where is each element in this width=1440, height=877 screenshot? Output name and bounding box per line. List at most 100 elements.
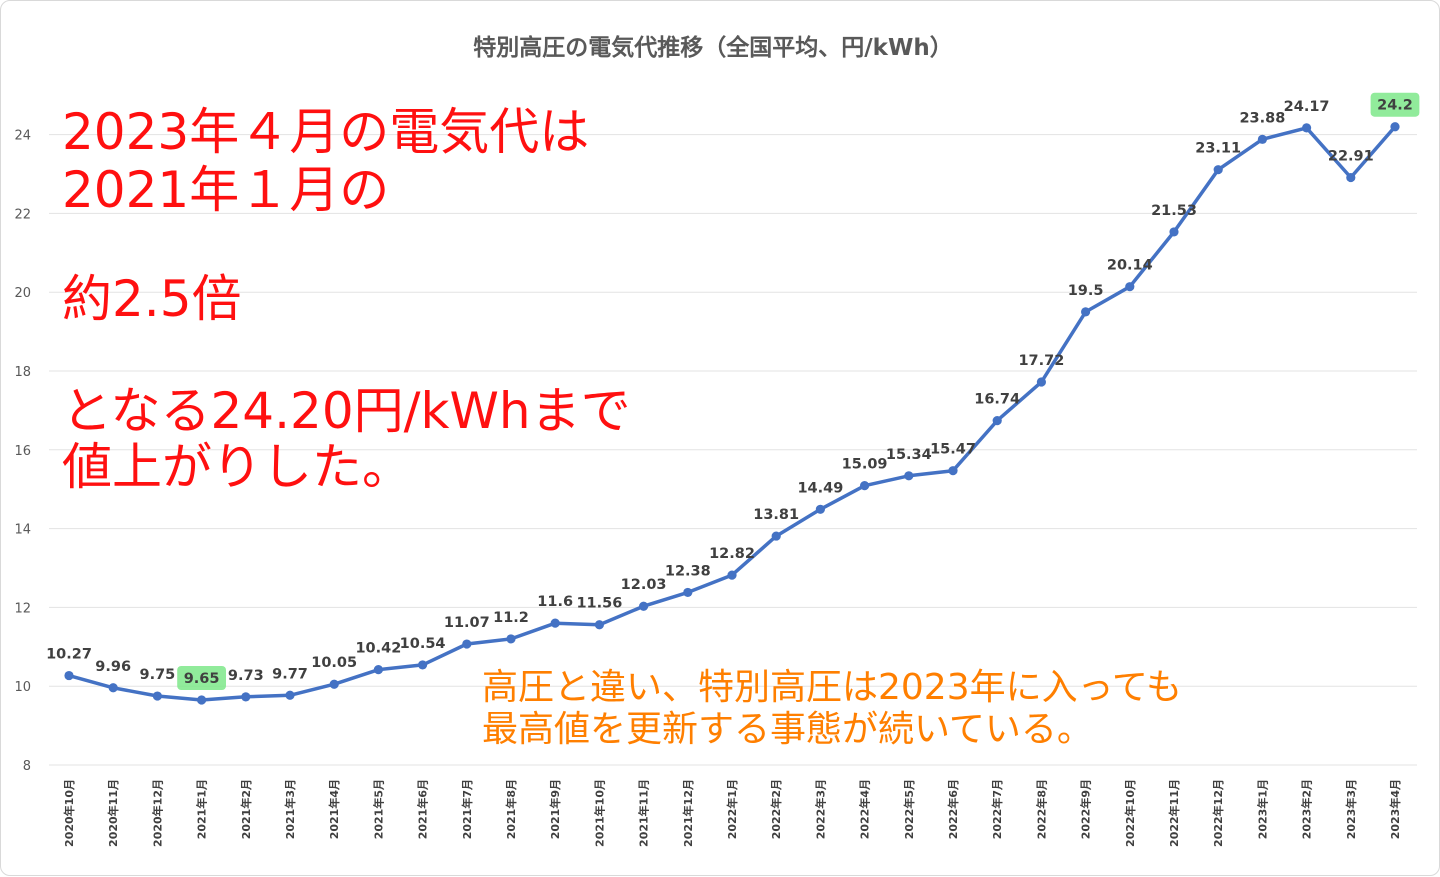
label-highlights: [177, 92, 1420, 690]
data-label: 23.11: [1195, 141, 1241, 157]
data-point: [683, 587, 693, 598]
data-label: 12.03: [621, 577, 667, 593]
x-tick-label: 2021年10月: [592, 779, 606, 847]
x-tick-label: 2023年4月: [1388, 779, 1402, 839]
data-point: [771, 531, 781, 541]
x-tick-label: 2021年9月: [548, 779, 562, 839]
annotation-orange-line-1: 高圧と違い、特別高圧は2023年に入っても: [482, 667, 1183, 708]
data-point: [241, 692, 251, 702]
y-tick-label: 16: [14, 444, 31, 459]
data-label: 16.74: [974, 392, 1020, 408]
y-tick-label: 18: [14, 365, 31, 380]
x-tick-label: 2022年4月: [858, 779, 872, 839]
data-point: [948, 466, 958, 476]
x-tick-label: 2023年1月: [1255, 779, 1269, 839]
data-point: [418, 660, 428, 670]
data-point: [506, 634, 516, 644]
data-point: [992, 416, 1002, 426]
data-label: 9.65: [184, 671, 220, 687]
data-point: [462, 639, 472, 649]
data-label: 9.75: [140, 667, 176, 683]
x-tick-label: 2022年8月: [1034, 779, 1048, 839]
gridlines: [49, 134, 1417, 766]
data-label: 11.56: [576, 596, 622, 612]
x-tick-label: 2022年3月: [813, 779, 827, 839]
chart-title: 特別高圧の電気代推移（全国平均、円/kWh）: [473, 34, 952, 61]
data-point: [1257, 134, 1267, 144]
annotation-red-line-5: 値上がりした。: [62, 438, 412, 496]
data-label: 24.2: [1377, 98, 1413, 114]
data-point: [1302, 123, 1312, 133]
data-point: [904, 471, 914, 481]
data-label: 11.2: [493, 610, 529, 626]
data-label: 12.38: [665, 563, 711, 579]
x-tick-label: 2021年7月: [460, 779, 474, 839]
y-tick-label: 22: [14, 207, 31, 222]
x-tick-label: 2021年4月: [327, 779, 341, 839]
data-label: 9.77: [272, 666, 308, 682]
x-axis-ticks: 2020年10月 2020年11月 2020年12月 2021年1月 2021年2月 20…: [62, 779, 1402, 847]
data-points: [64, 122, 1400, 705]
data-point: [285, 690, 295, 700]
data-point: [152, 691, 162, 701]
data-point: [727, 570, 737, 580]
y-tick-label: 14: [14, 523, 31, 538]
data-point: [860, 481, 870, 491]
x-tick-label: 2021年3月: [283, 779, 297, 839]
data-point: [64, 670, 74, 681]
data-label: 20.14: [1107, 258, 1153, 274]
data-label: 21.53: [1151, 203, 1197, 219]
data-label-highlight: [1370, 92, 1420, 117]
x-tick-label: 2020年12月: [150, 779, 164, 847]
annotation-red-line-4: となる24.20円/kWhまで: [62, 382, 631, 440]
data-point: [639, 601, 649, 611]
annotation-orange-line-2: 最高値を更新する事態が続いている。: [482, 709, 1093, 750]
data-label: 10.27: [46, 647, 92, 663]
y-tick-label: 10: [14, 680, 31, 695]
data-label: 15.34: [886, 447, 932, 463]
data-label: 10.54: [400, 636, 446, 652]
data-point: [108, 683, 118, 693]
data-point: [373, 665, 383, 675]
x-tick-label: 2023年3月: [1344, 779, 1358, 839]
data-point: [1036, 377, 1046, 387]
y-axis-ticks: 8 10 12 14 16 18 20 22 24: [14, 129, 31, 774]
y-tick-label: 12: [14, 601, 31, 616]
data-label: 17.72: [1018, 353, 1064, 369]
data-label: 14.49: [797, 480, 843, 496]
y-tick-label: 8: [23, 759, 31, 774]
data-label: 15.47: [930, 442, 976, 458]
data-label: 11.07: [444, 615, 490, 631]
data-point: [1213, 165, 1223, 175]
x-tick-label: 2020年10月: [62, 779, 76, 847]
x-tick-label: 2022年1月: [725, 779, 739, 839]
x-tick-label: 2022年10月: [1123, 779, 1137, 847]
data-label: 9.96: [95, 659, 131, 675]
x-tick-label: 2023年2月: [1300, 779, 1314, 839]
data-label: 11.6: [537, 594, 573, 610]
data-label: 10.05: [311, 655, 357, 671]
x-tick-label: 2022年2月: [769, 779, 783, 839]
data-label: 15.09: [842, 457, 888, 473]
x-tick-label: 2021年8月: [504, 779, 518, 839]
x-tick-label: 2021年6月: [416, 779, 430, 839]
x-tick-label: 2021年1月: [195, 779, 209, 839]
data-point: [1390, 122, 1400, 132]
data-point: [1125, 282, 1135, 292]
x-tick-label: 2022年11月: [1167, 779, 1181, 847]
data-label: 9.73: [228, 668, 264, 684]
annotation-red-line-3: 約2.5倍: [62, 270, 242, 328]
x-tick-label: 2022年12月: [1211, 779, 1225, 847]
annotation-red-line-2: 2021年１月の: [62, 161, 390, 219]
data-point: [1169, 227, 1179, 237]
data-label: 24.17: [1284, 99, 1330, 115]
x-tick-label: 2022年5月: [902, 779, 916, 839]
data-labels: 10.279.96 9.75 9.65 9.73 9.7710.0510.4210.54…: [46, 98, 1413, 687]
data-label: 22.91: [1328, 149, 1374, 165]
data-label: 19.5: [1068, 283, 1104, 299]
x-tick-label: 2021年11月: [637, 779, 651, 847]
data-point: [1081, 307, 1091, 317]
x-tick-label: 2022年7月: [990, 779, 1004, 839]
